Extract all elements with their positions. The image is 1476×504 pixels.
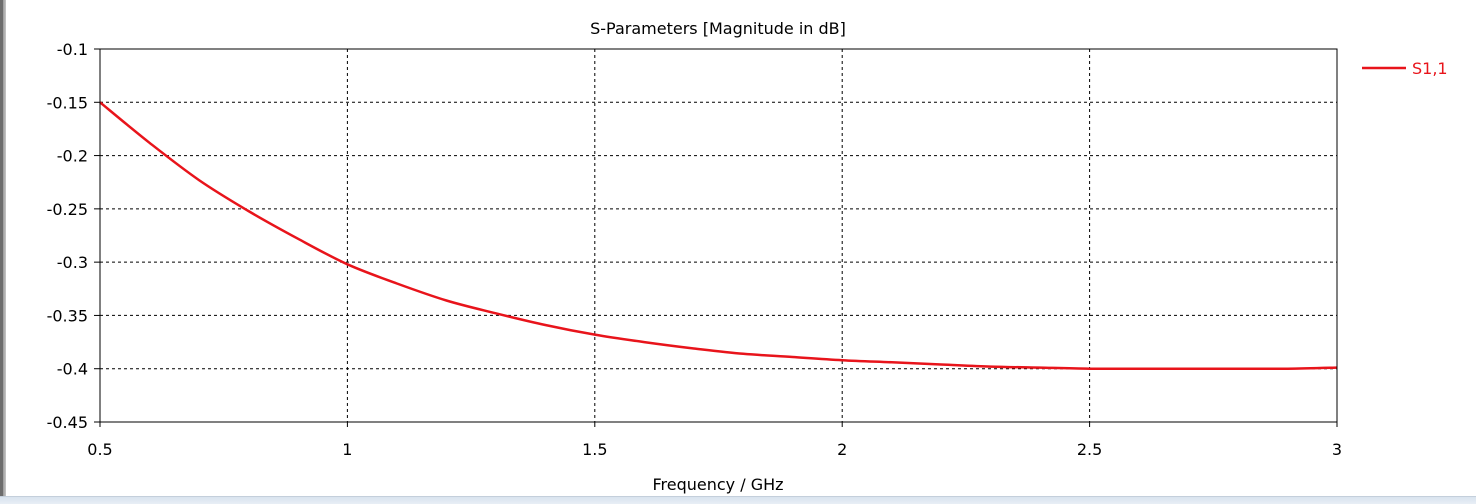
- x-tick-label: 1.5: [582, 440, 607, 459]
- x-tick-label: 2.5: [1077, 440, 1102, 459]
- legend-label-s11: S1,1: [1412, 59, 1448, 78]
- x-tick-label: 0.5: [87, 440, 112, 459]
- y-tick-label: -0.4: [57, 360, 88, 379]
- x-tick-label: 1: [342, 440, 352, 459]
- plot-frame: [99, 48, 1338, 423]
- y-tick-label: -0.35: [47, 306, 88, 325]
- legend[interactable]: S1,1: [1362, 59, 1448, 78]
- y-tick-label: -0.2: [57, 147, 88, 166]
- series-line-s11: [99, 101, 1338, 371]
- y-tick-label: -0.3: [57, 253, 88, 272]
- window-left-border: [0, 0, 6, 504]
- y-axis-ticks: -0.1 -0.15 -0.2 -0.25 -0.3 -0.35 -0.4 -0.45: [47, 40, 100, 432]
- x-tick-label: 3: [1332, 440, 1342, 459]
- y-tick-label: -0.25: [47, 200, 88, 219]
- series-layer: [99, 101, 1338, 371]
- x-axis-label: Frequency / GHz: [652, 475, 783, 494]
- chart-title: S-Parameters [Magnitude in dB]: [590, 19, 846, 38]
- x-axis-ticks: 0.5 1 1.5 2 2.5 3: [87, 422, 1342, 459]
- y-tick-label: -0.45: [47, 413, 88, 432]
- y-tick-label: -0.15: [47, 93, 88, 112]
- window-bottom-border: [0, 496, 1476, 504]
- x-tick-label: 2: [837, 440, 847, 459]
- grid: [100, 49, 1337, 422]
- y-tick-label: -0.1: [57, 40, 88, 59]
